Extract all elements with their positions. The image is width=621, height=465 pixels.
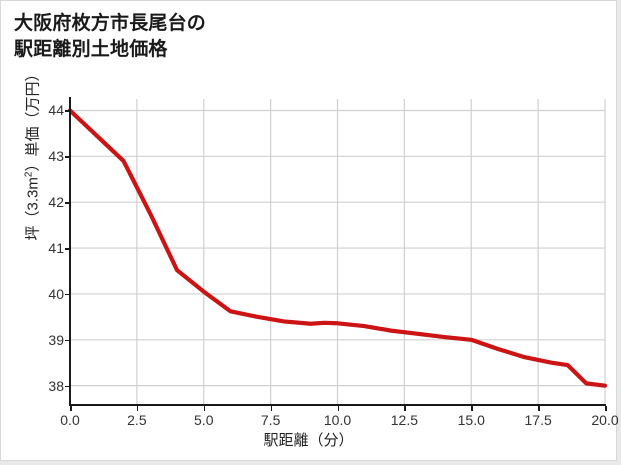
x-tick-label: 7.5 [260, 412, 281, 428]
plot-area [67, 99, 608, 404]
y-tickmark [65, 156, 70, 158]
x-tickmark [203, 406, 206, 411]
y-tick-label: 41 [48, 240, 64, 257]
y-tickmark [65, 110, 70, 112]
y-tick-label: 38 [48, 377, 64, 394]
y-axis-title-suffix: ）単価（万円） [24, 66, 42, 172]
y-axis-title: 坪（3.3m2）単価（万円） [22, 4, 43, 304]
y-tickmark [65, 202, 70, 204]
y-tick-label: 39 [48, 331, 64, 348]
x-tick-label: 0.0 [60, 412, 80, 428]
page-title: 大阪府枚方市長尾台の 駅距離別土地価格 [14, 13, 207, 61]
x-tickmark [337, 406, 339, 411]
y-axis-line [69, 97, 71, 406]
x-tickmark [471, 406, 473, 411]
x-tickmark [136, 406, 139, 411]
x-tick-label: 5.0 [194, 412, 214, 428]
x-tick-label: 12.5 [390, 412, 418, 428]
y-tickmark [65, 339, 70, 342]
y-tick-label: 43 [48, 148, 64, 165]
x-tickmark [70, 406, 72, 411]
x-tickmark [538, 406, 540, 411]
x-tick-label: 20.0 [591, 412, 619, 428]
y-tick-label: 44 [48, 102, 64, 119]
x-tickmark [270, 406, 273, 411]
y-tickmark [65, 385, 70, 388]
gridlines [70, 99, 606, 404]
y-axis-title-superscript: 2 [23, 171, 35, 178]
y-tickmark [65, 293, 70, 296]
y-tick-label: 42 [48, 194, 64, 211]
x-axis-line [69, 404, 606, 406]
data-line-layer [67, 108, 608, 388]
x-tickmark [404, 406, 406, 411]
y-tickmark [65, 248, 70, 250]
x-tickmark [605, 406, 607, 411]
x-tick-label: 10.0 [323, 412, 352, 428]
x-tick-label: 15.0 [457, 412, 485, 428]
y-tick-label: 40 [48, 285, 64, 302]
x-tick-label: 17.5 [524, 412, 552, 428]
x-tick-label: 2.5 [127, 412, 147, 428]
x-axis-title: 駅距離（分） [263, 432, 354, 449]
y-axis-title-prefix: 坪（3.3m [24, 177, 42, 241]
